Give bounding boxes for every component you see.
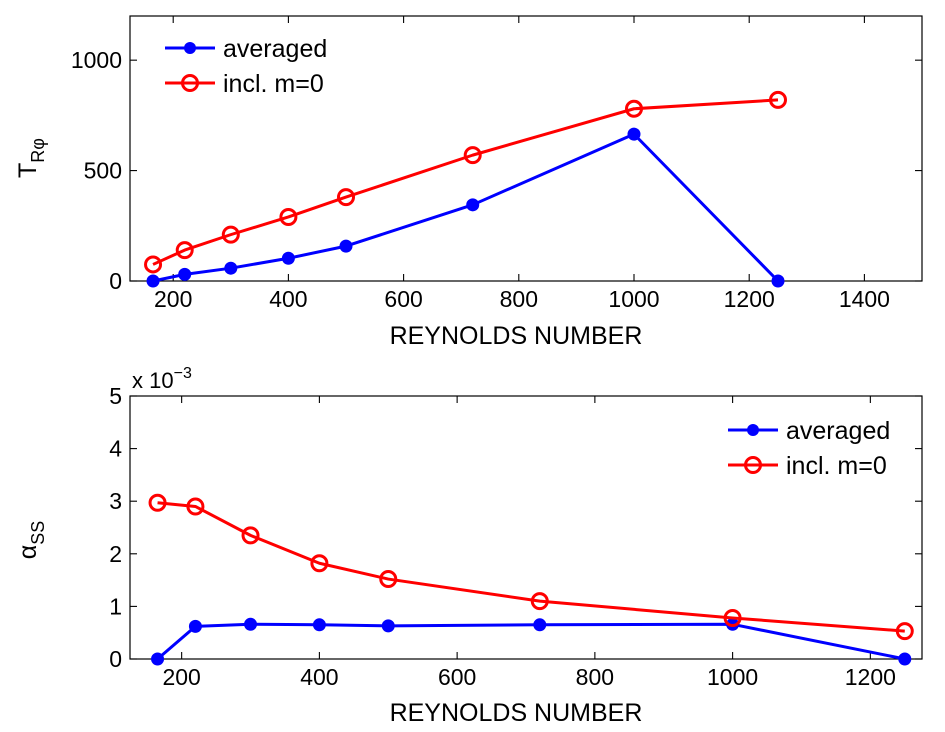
- data-point-averaged: [244, 617, 258, 631]
- data-point-averaged: [188, 619, 202, 633]
- y-tick-label: 500: [84, 158, 122, 184]
- y-axis-label-sub: Rφ: [28, 138, 48, 163]
- legend-label: incl. m=0: [786, 452, 887, 480]
- data-point-averaged: [281, 251, 295, 265]
- data-point-averaged: [466, 198, 480, 212]
- data-point-averaged: [898, 652, 912, 666]
- legend-marker-incl-m0: [181, 74, 199, 92]
- x-tick-label: 1400: [839, 286, 890, 312]
- data-point-incl-m0: [175, 241, 194, 260]
- legend-label: averaged: [223, 35, 327, 63]
- y-tick-label: 0: [109, 268, 122, 294]
- series-line-averaged: [156, 622, 906, 661]
- x-tick-label: 200: [162, 664, 200, 690]
- x-tick-label: 400: [269, 286, 307, 312]
- data-point-averaged: [312, 618, 326, 632]
- x-tick-label: 1200: [845, 664, 896, 690]
- data-point-averaged: [771, 274, 785, 288]
- data-point-incl-m0: [148, 493, 167, 512]
- data-point-incl-m0: [241, 526, 260, 545]
- data-point-averaged: [627, 127, 641, 141]
- y-scale-base: x 10: [132, 368, 174, 393]
- data-point-incl-m0: [723, 608, 742, 627]
- x-tick-label: 200: [154, 286, 192, 312]
- legend-label: averaged: [786, 417, 890, 445]
- series-line-averaged: [152, 132, 780, 283]
- data-point-averaged: [381, 619, 395, 633]
- y-tick-label: 1000: [71, 47, 122, 73]
- y-axis-label: TRφ: [14, 138, 48, 178]
- x-tick-label: 600: [384, 286, 422, 312]
- y-tick-label: 4: [109, 436, 122, 462]
- data-point-averaged: [178, 267, 192, 281]
- y-axis-label-sub: SS: [28, 521, 48, 545]
- data-point-incl-m0: [379, 570, 398, 589]
- data-point-averaged: [533, 618, 547, 632]
- chart-panel-2: 200 400 600 800 1000 1200 0 1 2 3 4 5 REYNOLDS NUMBE…: [14, 365, 923, 727]
- x-axis-label: REYNOLDS NUMBER: [390, 699, 643, 727]
- legend-label: incl. m=0: [223, 70, 324, 98]
- data-point-incl-m0: [530, 592, 549, 611]
- data-point-incl-m0: [310, 554, 329, 573]
- x-tick-label: 800: [576, 664, 614, 690]
- data-point-incl-m0: [463, 146, 482, 165]
- data-point-incl-m0: [221, 225, 240, 244]
- data-point-incl-m0: [769, 90, 787, 109]
- x-tick-label: 1000: [608, 286, 659, 312]
- data-point-averaged: [224, 261, 238, 275]
- x-tick-label: 1200: [724, 286, 775, 312]
- legend-marker-averaged: [747, 424, 759, 436]
- data-point-incl-m0: [895, 622, 914, 641]
- x-tick-label: 600: [438, 664, 476, 690]
- data-point-averaged: [339, 239, 353, 253]
- y-tick-label: 3: [109, 488, 122, 514]
- data-point-incl-m0: [625, 99, 643, 118]
- x-tick-label: 800: [500, 286, 538, 312]
- series-line-incl-m0: [152, 98, 779, 266]
- y-tick-label: 0: [109, 646, 122, 672]
- legend-marker-incl-m0: [744, 456, 762, 474]
- data-point-incl-m0: [337, 188, 355, 207]
- data-point-averaged: [146, 274, 160, 288]
- data-point-incl-m0: [186, 497, 205, 516]
- y-tick-label: 1: [109, 593, 122, 619]
- legend: averaged incl. m=0: [165, 35, 327, 98]
- y-axis-label: αSS: [14, 521, 48, 559]
- y-scale-label: x 10−3: [132, 365, 192, 393]
- plot-area: [129, 395, 923, 660]
- data-point-averaged: [151, 652, 165, 666]
- series-line-incl-m0: [157, 501, 905, 633]
- y-axis-label-main: T: [14, 163, 42, 178]
- y-scale-exponent: −3: [174, 365, 192, 382]
- x-tick-label: 1000: [707, 664, 758, 690]
- chart-panel-1: 200 400 600 800 1000 1200 1400 0 500 1000 REYNOLDS…: [14, 15, 923, 350]
- x-tick-label: 400: [300, 664, 338, 690]
- y-tick-label: 5: [109, 383, 122, 409]
- plot-area: [129, 15, 923, 282]
- data-point-incl-m0: [144, 255, 163, 274]
- legend-marker-averaged: [184, 42, 196, 54]
- legend: averaged incl. m=0: [728, 417, 890, 480]
- x-axis-label: REYNOLDS NUMBER: [390, 322, 643, 350]
- y-axis-label-main: α: [14, 545, 42, 559]
- data-point-incl-m0: [279, 207, 298, 226]
- y-tick-label: 2: [109, 541, 122, 567]
